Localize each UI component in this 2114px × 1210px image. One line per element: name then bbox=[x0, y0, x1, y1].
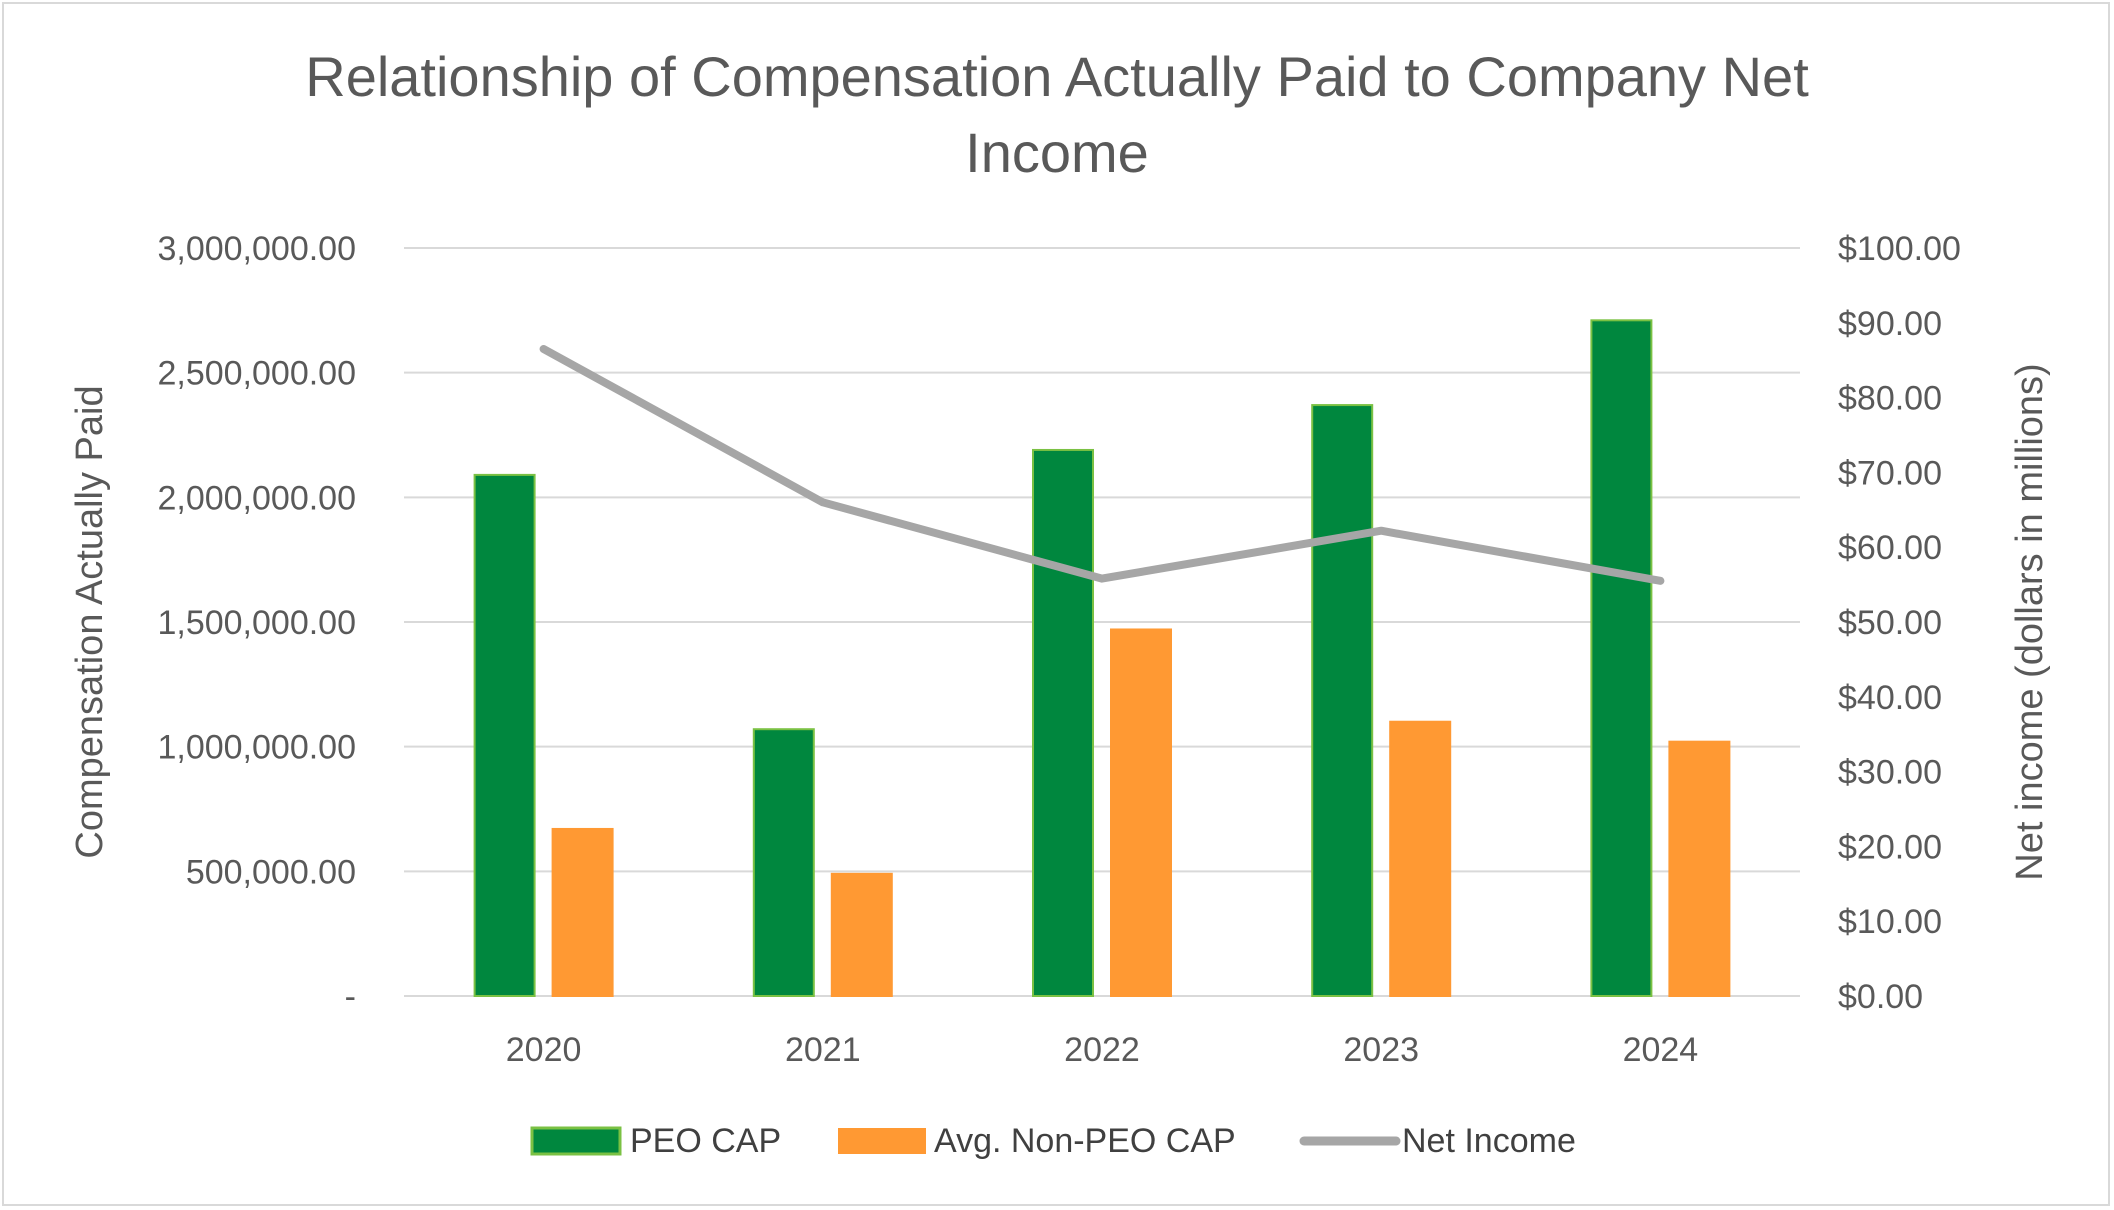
bar-avg-non-peo-cap-2024 bbox=[1668, 740, 1731, 997]
right-tick-label-7: $70.00 bbox=[1838, 454, 1942, 492]
chart-title-line-1: Relationship of Compensation Actually Pa… bbox=[305, 45, 1809, 108]
net-income-line-group bbox=[539, 344, 1665, 585]
left-tick-label-1: 500,000.00 bbox=[186, 853, 356, 891]
left-tick-label-5: 2,500,000.00 bbox=[157, 355, 356, 393]
x-tick-label-2020: 2020 bbox=[506, 1031, 582, 1069]
right-tick-label-0: $0.00 bbox=[1838, 978, 1923, 1016]
legend-swatch-non-peo-cap bbox=[838, 1128, 926, 1154]
right-tick-label-3: $30.00 bbox=[1838, 754, 1942, 792]
bar-peo-cap-2021 bbox=[752, 728, 815, 997]
right-axis-ticks: $0.00 $10.00 $20.00 $30.00 $40.00 $50.00 $60.0… bbox=[1838, 230, 1961, 1016]
net-income-point-2020 bbox=[540, 345, 547, 352]
x-tick-label-2022: 2022 bbox=[1064, 1031, 1140, 1069]
legend-label-peo-cap: PEO CAP bbox=[630, 1122, 781, 1160]
bar-avg-non-peo-cap-2021 bbox=[830, 872, 893, 997]
x-tick-label-2024: 2024 bbox=[1623, 1031, 1699, 1069]
legend: PEO CAP Avg. Non-PEO CAP Net Income bbox=[530, 1122, 1576, 1160]
left-axis-title: Compensation Actually Paid bbox=[69, 385, 111, 858]
net-income-point-2022 bbox=[1099, 575, 1105, 582]
bar-avg-non-peo-cap-2020 bbox=[551, 827, 614, 997]
net-income-point-2024 bbox=[1657, 577, 1664, 584]
left-tick-label-0: - bbox=[345, 978, 356, 1016]
bar-peo-cap-2020 bbox=[473, 473, 536, 998]
legend-label-net-income: Net Income bbox=[1402, 1122, 1576, 1160]
bar-marks bbox=[473, 319, 1731, 998]
left-tick-label-3: 1,500,000.00 bbox=[157, 604, 356, 642]
bar-peo-cap-2023 bbox=[1311, 404, 1374, 997]
bar-peo-cap-2022 bbox=[1032, 448, 1094, 997]
right-tick-label-2: $20.00 bbox=[1838, 828, 1942, 866]
right-tick-label-6: $60.00 bbox=[1838, 529, 1942, 567]
left-tick-label-2: 1,000,000.00 bbox=[157, 729, 356, 767]
right-tick-label-4: $40.00 bbox=[1838, 679, 1942, 717]
gridlines bbox=[404, 247, 1800, 997]
legend-swatch-peo-cap bbox=[530, 1126, 622, 1156]
right-tick-label-5: $50.00 bbox=[1838, 604, 1942, 642]
left-tick-label-6: 3,000,000.00 bbox=[157, 230, 356, 268]
right-axis-title: Net income (dollars in millions) bbox=[2009, 363, 2051, 880]
bar-peo-cap-2024 bbox=[1590, 319, 1653, 998]
x-tick-label-2023: 2023 bbox=[1343, 1031, 1419, 1069]
x-axis-ticks: 2020 2021 2022 2023 2024 bbox=[506, 1031, 1698, 1069]
net-income-point-2023 bbox=[1378, 527, 1385, 534]
net-income-point-2021 bbox=[819, 499, 826, 506]
x-tick-label-2021: 2021 bbox=[785, 1031, 861, 1069]
left-axis-ticks: - 500,000.00 1,000,000.00 1,500,000.00 2,000… bbox=[157, 230, 356, 1016]
net-income-line bbox=[539, 344, 1665, 585]
legend-label-non-peo-cap: Avg. Non-PEO CAP bbox=[934, 1122, 1236, 1160]
left-tick-label-4: 2,000,000.00 bbox=[157, 479, 356, 517]
right-tick-label-9: $90.00 bbox=[1838, 305, 1942, 343]
right-tick-label-8: $80.00 bbox=[1838, 380, 1942, 418]
right-tick-label-10: $100.00 bbox=[1838, 230, 1961, 268]
bar-avg-non-peo-cap-2023 bbox=[1389, 720, 1452, 997]
bar-avg-non-peo-cap-2022 bbox=[1110, 628, 1172, 997]
right-tick-label-1: $10.00 bbox=[1838, 903, 1942, 941]
chart-title-line-2: Income bbox=[965, 121, 1149, 184]
